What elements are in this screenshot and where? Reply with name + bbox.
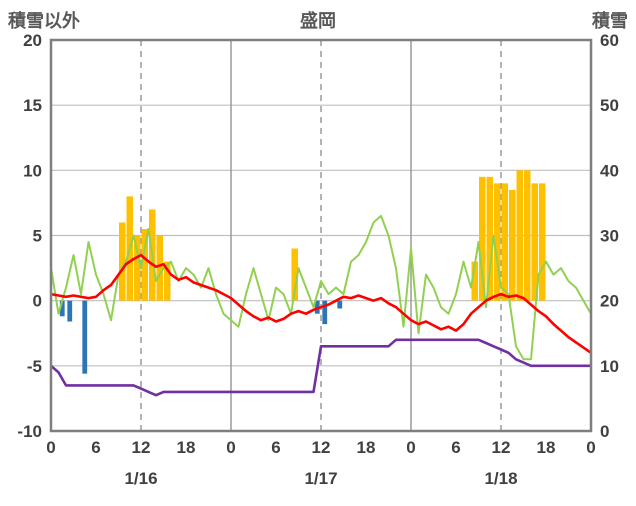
- precipitation-bar: [59, 300, 65, 317]
- hour-tick-label: 18: [537, 438, 556, 457]
- left-axis-tick-label: 5: [33, 227, 42, 246]
- hour-tick-label: 12: [492, 438, 511, 457]
- snowfall-bar: [531, 183, 538, 301]
- hour-tick-label: 18: [177, 438, 196, 457]
- snowfall-bar: [486, 176, 493, 301]
- snowfall-bar: [164, 261, 171, 301]
- snow-depth-line: [50, 338, 591, 397]
- hour-tick-label: 6: [451, 438, 460, 457]
- snowfall-bar: [516, 170, 523, 301]
- precipitation-bar: [82, 300, 88, 374]
- day-label: 1/16: [124, 469, 157, 488]
- right-axis-tick-label: 10: [600, 357, 619, 376]
- left-axis-tick-label: 0: [33, 292, 42, 311]
- temperature-line: [50, 253, 592, 354]
- snowfall-bar: [291, 248, 298, 301]
- hour-tick-label: 0: [46, 438, 55, 457]
- left-axis-title: 積雪以外: [8, 11, 80, 31]
- plot-border: [49, 38, 593, 433]
- snowfall-bar: [134, 235, 141, 301]
- hour-tick-label: 0: [226, 438, 235, 457]
- chart-title: 盛岡: [300, 11, 336, 31]
- left-axis-tick-label: -5: [27, 357, 42, 376]
- hour-tick-label: 0: [586, 438, 595, 457]
- precipitation-bar: [337, 300, 343, 309]
- left-axis-tick-label: 15: [23, 96, 42, 115]
- snowfall-bar: [471, 261, 478, 301]
- right-axis-tick-label: 30: [600, 227, 619, 246]
- right-axis-tick-label: 20: [600, 292, 619, 311]
- hour-tick-label: 12: [132, 438, 151, 457]
- right-axis-tick-label: 40: [600, 161, 619, 180]
- precipitation-bar: [67, 300, 73, 322]
- right-axis-tick-label: 0: [600, 422, 609, 441]
- day-label: 1/17: [304, 469, 337, 488]
- snowfall-bar: [119, 222, 126, 301]
- hour-tick-label: 6: [91, 438, 100, 457]
- right-axis-tick-label: 50: [600, 96, 619, 115]
- right-axis-tick-label: 60: [600, 31, 619, 50]
- hour-tick-label: 18: [357, 438, 376, 457]
- hour-tick-label: 0: [406, 438, 415, 457]
- right-axis-title: 積雪: [592, 11, 628, 31]
- snowfall-bar: [156, 235, 163, 301]
- left-axis-tick-label: 20: [23, 31, 42, 50]
- snowfall-bar: [141, 228, 148, 301]
- left-axis-tick-label: -10: [17, 422, 42, 441]
- green-line: [50, 214, 592, 361]
- snowfall-bar: [524, 170, 531, 301]
- snowfall-bar: [539, 183, 546, 301]
- day-label: 1/18: [484, 469, 517, 488]
- hour-tick-label: 12: [312, 438, 331, 457]
- snowfall-bar: [509, 189, 516, 301]
- snowfall-bar: [479, 176, 486, 301]
- left-axis-tick-label: 10: [23, 161, 42, 180]
- hour-tick-label: 6: [271, 438, 280, 457]
- snowfall-bar: [494, 183, 501, 301]
- precipitation-bar: [322, 300, 328, 325]
- snowfall-bar: [501, 183, 508, 301]
